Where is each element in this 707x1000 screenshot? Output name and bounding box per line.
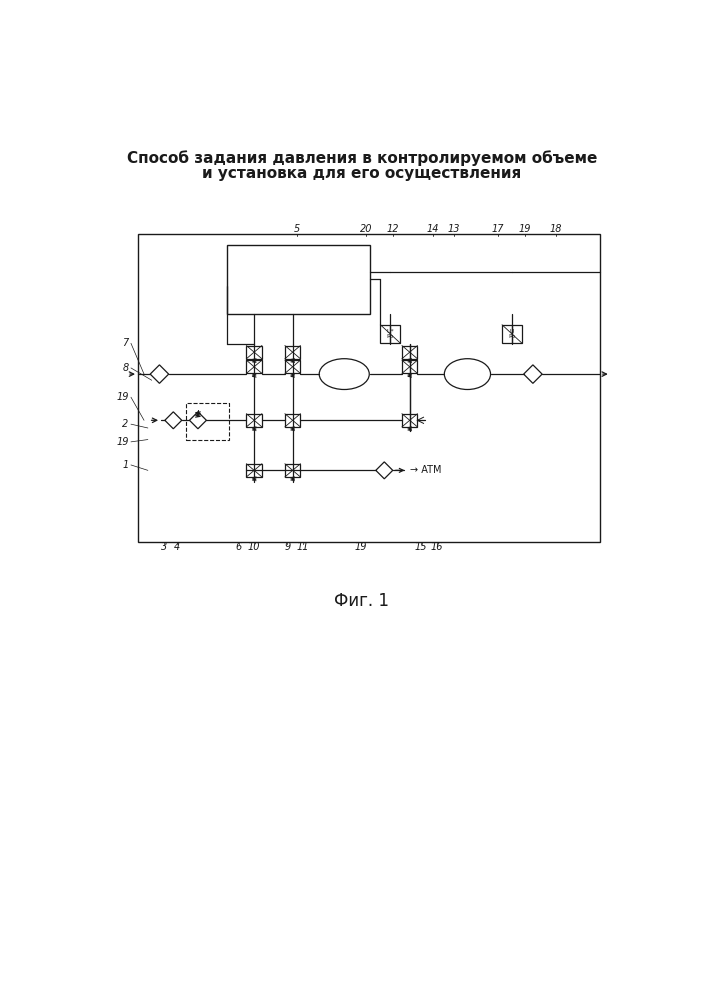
Bar — [402, 414, 417, 427]
Text: 10: 10 — [248, 542, 260, 552]
Polygon shape — [524, 365, 542, 383]
Bar — [187, 403, 229, 440]
Bar — [285, 414, 300, 427]
Text: 13: 13 — [448, 224, 460, 234]
Bar — [402, 346, 417, 359]
Bar — [227, 245, 370, 314]
Text: 1: 1 — [122, 460, 129, 470]
Bar — [247, 464, 262, 477]
Text: 20: 20 — [360, 224, 372, 234]
Bar — [502, 325, 522, 343]
Bar — [402, 360, 417, 373]
Text: 19: 19 — [355, 542, 368, 552]
Text: 15: 15 — [415, 542, 428, 552]
Text: 14: 14 — [426, 224, 439, 234]
Text: 19: 19 — [116, 392, 129, 402]
Text: 16: 16 — [431, 542, 443, 552]
Text: 11: 11 — [296, 542, 309, 552]
Polygon shape — [189, 412, 206, 429]
Text: и установка для его осуществления: и установка для его осуществления — [202, 166, 522, 181]
Bar — [285, 360, 300, 373]
Ellipse shape — [320, 359, 369, 389]
Bar — [285, 346, 300, 359]
Bar — [138, 234, 600, 542]
Text: 4: 4 — [174, 542, 180, 552]
Text: 19: 19 — [519, 224, 532, 234]
Polygon shape — [150, 365, 169, 383]
Text: 8: 8 — [122, 363, 129, 373]
Text: 17: 17 — [492, 224, 505, 234]
Ellipse shape — [444, 359, 491, 389]
Text: U
Po: U Po — [508, 329, 515, 339]
Text: U*
Po: U* Po — [387, 329, 395, 339]
Text: 5: 5 — [293, 224, 300, 234]
Bar — [247, 414, 262, 427]
Text: Фиг. 1: Фиг. 1 — [334, 592, 390, 610]
Text: → ATM: → ATM — [411, 465, 442, 475]
Text: 9: 9 — [284, 542, 291, 552]
Bar — [247, 360, 262, 373]
Text: 3: 3 — [161, 542, 167, 552]
Text: 12: 12 — [387, 224, 399, 234]
Bar — [247, 346, 262, 359]
Text: 7: 7 — [122, 338, 129, 348]
Text: 6: 6 — [235, 542, 242, 552]
Text: 2: 2 — [122, 419, 129, 429]
Polygon shape — [165, 412, 182, 429]
Bar — [285, 464, 300, 477]
Polygon shape — [376, 462, 393, 479]
Text: 19: 19 — [116, 437, 129, 447]
Text: 18: 18 — [550, 224, 562, 234]
Text: Способ задания давления в контролируемом объеме: Способ задания давления в контролируемом… — [127, 151, 597, 166]
Bar — [380, 325, 400, 343]
